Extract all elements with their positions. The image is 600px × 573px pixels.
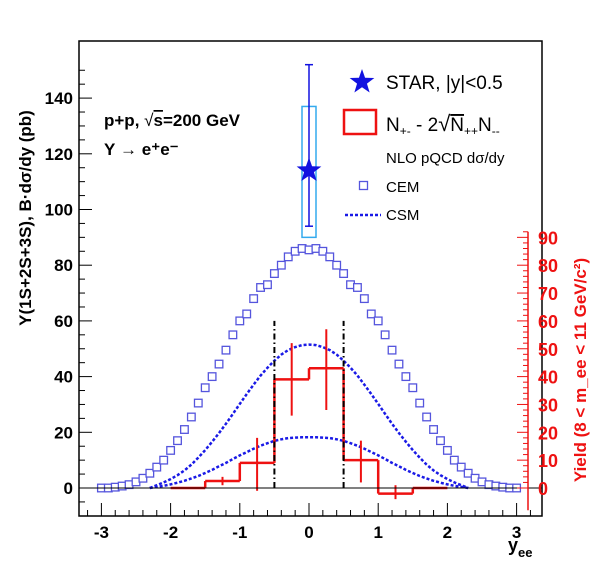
cem-point	[228, 330, 238, 340]
yield-histogram	[170, 329, 448, 500]
x-axis-title: yee	[508, 535, 532, 560]
cem-point	[207, 372, 217, 382]
y-tick-label: 100	[45, 201, 73, 220]
acceptance-lines	[273, 320, 345, 488]
cem-point	[415, 398, 425, 408]
y-tick-label: 80	[54, 256, 73, 275]
y-tick-label: 120	[45, 145, 73, 164]
cem-point	[186, 412, 196, 422]
y-right-tick-label: 90	[538, 228, 558, 248]
cem-point	[436, 436, 445, 446]
y-right-tick-label: 60	[538, 312, 558, 332]
y-right-tick-label: 30	[538, 395, 558, 415]
cem-point	[352, 283, 362, 292]
y-tick-label: 40	[54, 368, 73, 387]
legend-cem-marker	[358, 180, 369, 191]
cem-point	[235, 316, 245, 326]
cem-point	[179, 425, 189, 434]
y-right-tick-label: 40	[538, 368, 558, 388]
csm-curve-lower	[149, 436, 469, 490]
cem-point	[263, 280, 272, 290]
x-tick-label: 2	[443, 523, 452, 542]
decay-label: Υ → e⁺e⁻	[104, 140, 179, 159]
cem-point	[138, 473, 148, 483]
cem-point	[373, 316, 383, 326]
collision-label: p+p, √s=200 GeV	[104, 111, 241, 130]
cem-point	[193, 398, 203, 408]
legend-csm-label: CSM	[386, 207, 419, 224]
legend-cem-label: CEM	[386, 179, 419, 196]
axes: -3 -2 -1 0 1 2 3020406080100120140010203040506…	[45, 40, 558, 542]
cem-point	[408, 383, 418, 393]
legend-hist-label: N+- - 2√N++N--	[386, 111, 500, 138]
cem-point	[159, 455, 169, 465]
theory-curves	[149, 343, 469, 490]
y-right-tick-label: 50	[538, 340, 558, 360]
cem-point	[442, 445, 452, 455]
legend-star-marker	[349, 69, 375, 93]
y-right-tick-label: 10	[538, 451, 558, 471]
cem-point	[173, 436, 182, 446]
cem-point	[401, 372, 411, 382]
cem-point	[429, 425, 439, 434]
cem-point	[318, 246, 328, 256]
cem-point	[339, 269, 349, 279]
cem-point	[422, 412, 432, 422]
x-tick-label: 1	[373, 523, 382, 542]
cem-point	[269, 269, 279, 279]
cem-point	[380, 330, 390, 340]
y-tick-label: 0	[64, 479, 73, 498]
plot-frame	[78, 40, 543, 517]
cem-point	[332, 260, 342, 270]
star-marker	[296, 157, 322, 182]
y-tick-label: 60	[54, 312, 73, 331]
legend-hist-box	[342, 108, 378, 136]
y-right-tick-label: 80	[538, 256, 558, 276]
y-tick-label: 140	[45, 89, 73, 108]
cem-point	[276, 260, 286, 270]
csm-curve-upper	[149, 343, 469, 490]
cem-point	[359, 294, 369, 304]
x-tick-label: 3	[512, 523, 521, 542]
cem-point	[145, 468, 155, 478]
legend-star-label: STAR, |y|<0.5	[386, 73, 503, 94]
x-tick-label: 0	[304, 523, 313, 542]
x-tick-label: -1	[232, 523, 247, 542]
cem-point	[325, 252, 335, 262]
cem-point	[152, 462, 162, 472]
cem-point	[463, 468, 473, 478]
cem-point	[214, 359, 224, 369]
cem-point	[166, 445, 176, 455]
cem-point	[242, 309, 252, 319]
cem-point	[249, 294, 259, 304]
x-tick-label: -2	[163, 523, 178, 542]
cem-point	[200, 383, 210, 393]
y-tick-label: 20	[54, 423, 73, 442]
star-measurement	[296, 63, 322, 239]
x-tick-label: -3	[94, 523, 109, 542]
root-sign: √	[438, 111, 451, 136]
legend-nlo-title: NLO pQCD dσ/dy	[386, 150, 505, 167]
legend: STAR, |y|<0.5 N+- - 2√N++N-- NLO pQCD dσ…	[342, 69, 505, 224]
cem-point	[283, 252, 293, 262]
y-right-axis-title: Yield (8 < m_ee < 11 GeV/c²)	[571, 258, 590, 482]
cem-point	[394, 359, 404, 369]
cem-point	[221, 345, 231, 355]
y-right-tick-label: 70	[538, 284, 558, 304]
y-right-tick-label: 20	[538, 423, 558, 443]
y-right-tick-label: 0	[538, 479, 548, 499]
cem-point	[366, 309, 376, 319]
cem-point	[449, 455, 459, 465]
cem-point	[456, 462, 466, 472]
cem-point	[387, 345, 397, 355]
y-axis-title: Υ(1S+2S+3S), B·dσ/dy (pb)	[16, 110, 35, 326]
